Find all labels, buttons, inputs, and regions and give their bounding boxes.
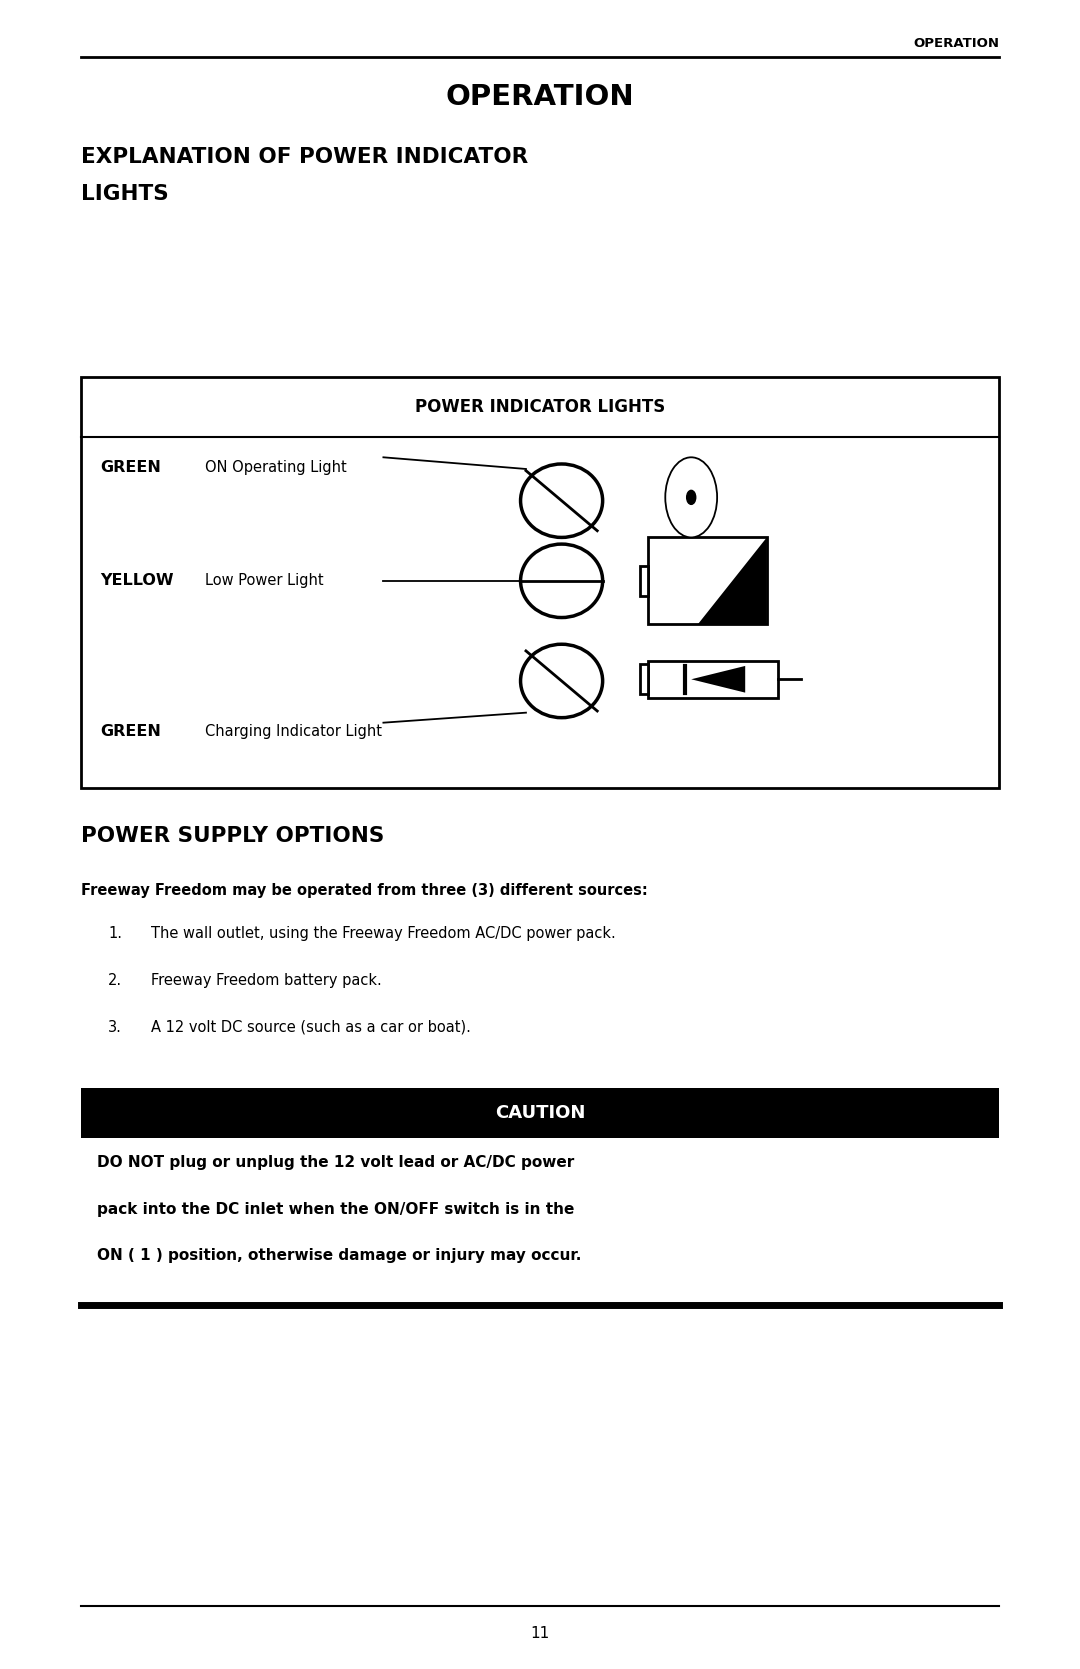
Text: Charging Indicator Light: Charging Indicator Light <box>205 724 382 738</box>
Bar <box>81 1088 999 1138</box>
Text: CAUTION: CAUTION <box>495 1105 585 1122</box>
Bar <box>640 566 648 596</box>
Text: 2.: 2. <box>108 973 122 988</box>
Text: EXPLANATION OF POWER INDICATOR: EXPLANATION OF POWER INDICATOR <box>81 147 528 167</box>
Text: A 12 volt DC source (such as a car or boat).: A 12 volt DC source (such as a car or bo… <box>151 1020 471 1035</box>
Polygon shape <box>698 537 767 624</box>
Text: 1.: 1. <box>108 926 122 941</box>
Text: Freeway Freedom may be operated from three (3) different sources:: Freeway Freedom may be operated from thr… <box>81 883 648 898</box>
Text: ON ( 1 ) position, otherwise damage or injury may occur.: ON ( 1 ) position, otherwise damage or i… <box>97 1248 581 1263</box>
Bar <box>81 377 999 788</box>
Ellipse shape <box>521 464 603 537</box>
Text: Low Power Light: Low Power Light <box>205 574 324 587</box>
Text: GREEN: GREEN <box>100 461 161 474</box>
Text: OPERATION: OPERATION <box>913 37 999 50</box>
Text: Freeway Freedom battery pack.: Freeway Freedom battery pack. <box>151 973 382 988</box>
Text: DO NOT plug or unplug the 12 volt lead or AC/DC power: DO NOT plug or unplug the 12 volt lead o… <box>97 1155 575 1170</box>
Text: ON Operating Light: ON Operating Light <box>205 461 347 474</box>
Bar <box>648 661 778 698</box>
Text: 3.: 3. <box>108 1020 122 1035</box>
Text: The wall outlet, using the Freeway Freedom AC/DC power pack.: The wall outlet, using the Freeway Freed… <box>151 926 616 941</box>
Ellipse shape <box>665 457 717 537</box>
Ellipse shape <box>687 491 696 504</box>
Bar <box>648 537 767 624</box>
Text: POWER INDICATOR LIGHTS: POWER INDICATOR LIGHTS <box>415 399 665 416</box>
Polygon shape <box>691 666 745 693</box>
Bar <box>640 664 648 694</box>
Text: POWER SUPPLY OPTIONS: POWER SUPPLY OPTIONS <box>81 826 384 846</box>
Text: YELLOW: YELLOW <box>100 574 174 587</box>
Text: 11: 11 <box>530 1626 550 1641</box>
Text: GREEN: GREEN <box>100 724 161 738</box>
Text: pack into the DC inlet when the ON/OFF switch is in the: pack into the DC inlet when the ON/OFF s… <box>97 1202 575 1217</box>
Text: LIGHTS: LIGHTS <box>81 184 168 204</box>
Ellipse shape <box>521 644 603 718</box>
Ellipse shape <box>521 544 603 618</box>
Text: OPERATION: OPERATION <box>446 83 634 112</box>
